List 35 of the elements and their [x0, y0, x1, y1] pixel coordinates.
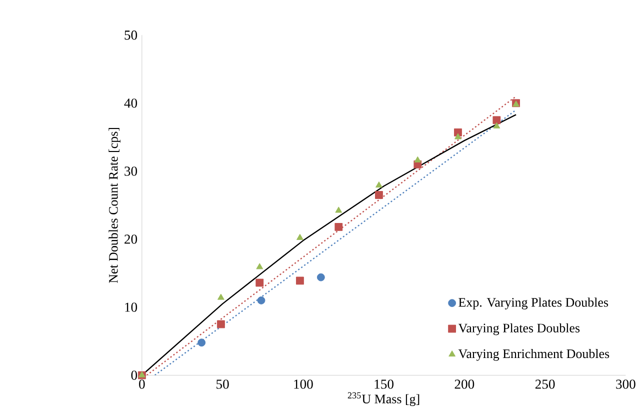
point — [256, 278, 264, 287]
point — [316, 273, 325, 282]
point — [454, 133, 462, 140]
point — [375, 190, 383, 199]
point — [257, 296, 266, 304]
x-tick-label: 300 — [616, 379, 636, 389]
x-axis-title: $^{235}$U Mass [g] — [348, 392, 420, 406]
point — [198, 338, 206, 346]
x-tick-label: 200 — [454, 379, 474, 389]
y-axis-title: Net Doubles Count Rate [cps] — [108, 128, 120, 283]
x-tick-label: 0 — [139, 379, 145, 389]
point — [335, 206, 342, 213]
point — [492, 116, 501, 124]
point — [493, 122, 500, 128]
y-tick-label: 0 — [131, 370, 138, 380]
point — [414, 156, 422, 162]
x-tick-label: 100 — [294, 379, 313, 389]
legend-label: Varying Plates Doubles — [458, 323, 580, 335]
point — [217, 294, 224, 300]
x-tick-label: 250 — [535, 379, 555, 389]
legend-label: Exp. Varying Plates Doubles — [458, 297, 608, 310]
y-tick-label: 10 — [125, 302, 138, 312]
y-tick-label: 50 — [124, 30, 138, 40]
x-tick-label: 150 — [374, 379, 394, 389]
point — [256, 262, 264, 270]
point — [375, 181, 382, 188]
y-tick-label: 30 — [124, 166, 138, 176]
legend-label: Varying Enrichment Doubles — [458, 348, 610, 361]
x-tick-label: 50 — [216, 379, 229, 389]
y-tick-label: 40 — [124, 98, 138, 108]
point — [334, 222, 343, 231]
point — [216, 320, 225, 328]
point — [296, 276, 304, 284]
y-tick-label: 20 — [124, 234, 138, 244]
point — [296, 234, 304, 240]
